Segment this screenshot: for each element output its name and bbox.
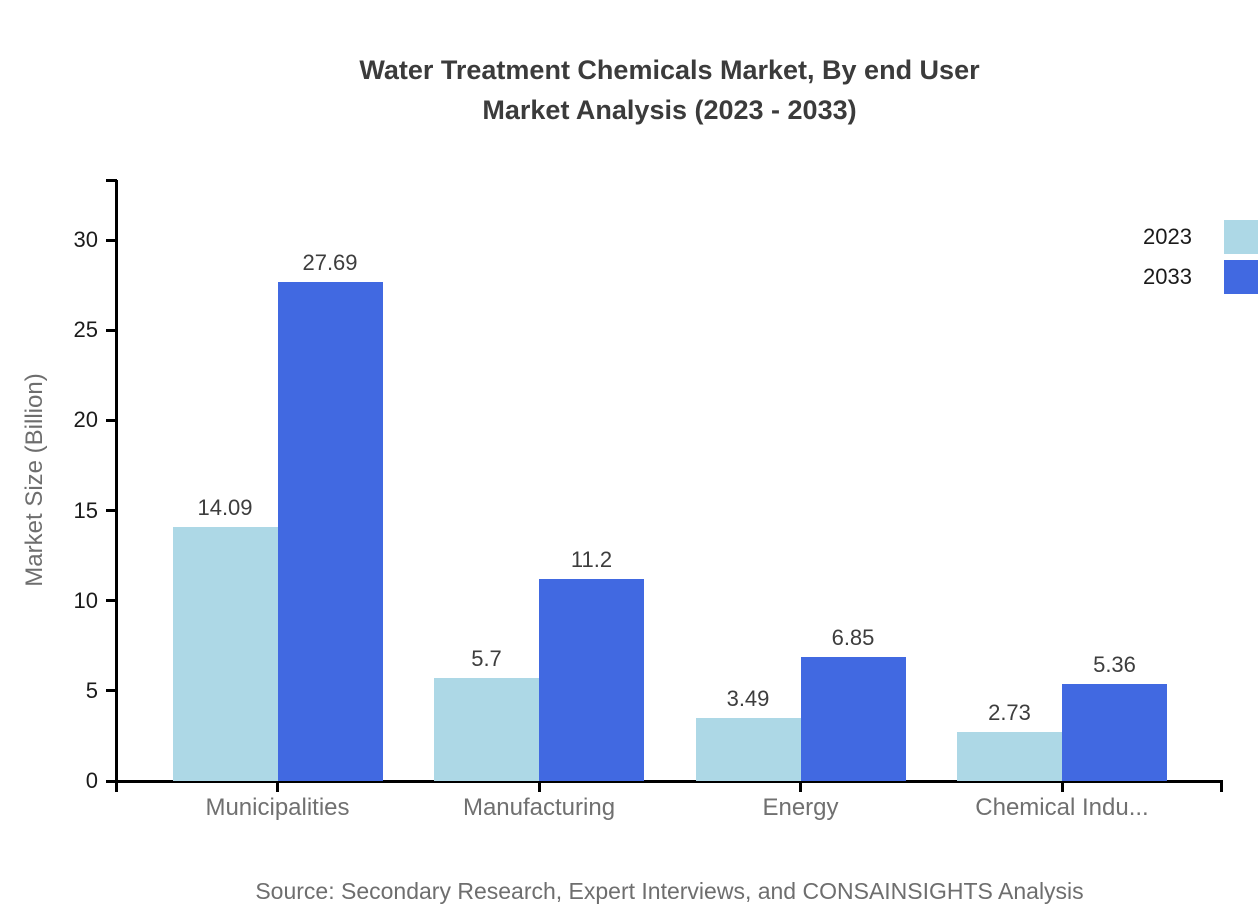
y-axis-tick-label: 15 [73, 497, 98, 523]
source-attribution: Source: Secondary Research, Expert Inter… [255, 878, 1084, 904]
legend-item-2033: 2033 [1143, 260, 1258, 294]
x-axis-left-cap [115, 781, 118, 792]
x-axis-tick [276, 781, 279, 792]
y-axis-tick-label: 20 [73, 407, 98, 433]
legend-swatch-2023 [1224, 220, 1258, 254]
bar-2033-1 [277, 281, 383, 781]
y-axis-tick [105, 328, 117, 332]
y-axis-tick [105, 418, 117, 422]
bar-2033-2 [539, 579, 644, 781]
y-axis-tick-label: 25 [73, 317, 98, 343]
y-axis-line [115, 180, 118, 783]
bar-2023-2 [434, 678, 539, 781]
bar-value-label-2033-3: 6.85 [831, 625, 875, 651]
bar-value-label-2033-1: 27.69 [302, 249, 358, 275]
legend: 2023 2033 [1143, 220, 1258, 300]
category-label-municipalities: Municipalities [205, 794, 350, 821]
category-label-chemical-indu: Chemical Indu... [975, 794, 1149, 821]
x-axis-tick [799, 781, 802, 792]
y-axis-tick [105, 238, 117, 242]
y-axis-tick [105, 599, 117, 603]
bar-2033-3 [800, 657, 906, 781]
y-axis-tick-label: 10 [73, 587, 98, 613]
bar-value-label-2023-1: 14.09 [197, 494, 253, 520]
x-axis-line [115, 779, 1223, 783]
y-axis-tick-label: 0 [85, 768, 98, 793]
bar-value-label-2033-4: 5.36 [1093, 652, 1136, 678]
y-axis-top-cap [105, 178, 117, 182]
bar-2023-1 [172, 526, 278, 781]
category-label-manufacturing: Manufacturing [462, 794, 616, 821]
x-axis-right-cap [1220, 781, 1223, 792]
chart-title-line2: Market Analysis (2023 - 2033) [482, 95, 857, 125]
y-axis-tick [105, 779, 117, 783]
bar-value-label-2023-3: 3.49 [726, 686, 770, 712]
bar-2023-4 [957, 731, 1062, 781]
legend-item-2023: 2023 [1143, 220, 1258, 254]
legend-label-2033: 2033 [1143, 264, 1192, 289]
bar-value-label-2023-4: 2.73 [988, 699, 1031, 725]
bar-2033-4 [1062, 684, 1167, 781]
y-axis-tick-label: 30 [73, 227, 98, 253]
chart-title: Water Treatment Chemicals Market, By end… [117, 50, 1222, 130]
y-axis-tick [105, 689, 117, 693]
legend-label-2023: 2023 [1143, 224, 1192, 249]
x-axis-tick [1060, 781, 1064, 792]
bar-value-label-2033-2: 11.2 [570, 547, 613, 573]
category-label-energy: Energy [762, 794, 839, 821]
chart-title-line1: Water Treatment Chemicals Market, By end… [359, 55, 980, 85]
bar-2023-3 [695, 718, 801, 781]
legend-swatch-2033 [1224, 260, 1258, 294]
x-axis-tick [537, 781, 541, 792]
y-axis-title: Market Size (Billion) [21, 373, 48, 587]
y-axis-tick-label: 5 [85, 677, 98, 703]
bar-value-label-2023-2: 5.7 [471, 646, 502, 672]
y-axis-tick [105, 509, 117, 513]
